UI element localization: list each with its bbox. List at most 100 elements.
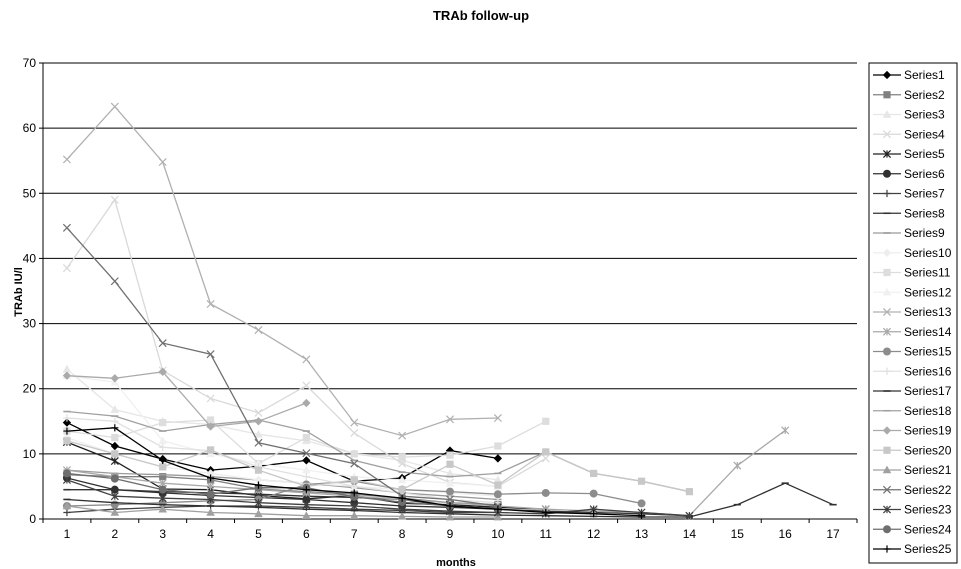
legend-item: Series11	[873, 266, 951, 280]
legend-label: Series17	[904, 384, 952, 398]
legend-marker	[882, 465, 892, 474]
series-line	[66, 417, 498, 504]
data-point	[398, 494, 406, 502]
data-point	[158, 504, 167, 513]
data-point	[493, 414, 502, 423]
legend-marker	[883, 91, 891, 99]
legend-marker	[882, 287, 892, 296]
series-20	[63, 437, 694, 496]
data-point	[398, 486, 406, 494]
data-point	[254, 466, 263, 474]
legend: Series1 Series2 Series3 Series4 Series5 Serie…	[868, 62, 958, 564]
data-point	[398, 431, 407, 440]
series-layer	[62, 102, 837, 521]
data-point	[158, 485, 167, 494]
legend-label: Series18	[904, 404, 952, 418]
data-point	[254, 417, 263, 426]
data-point	[733, 461, 742, 470]
data-point	[62, 418, 72, 427]
x-tick-label: 16	[778, 527, 792, 541]
legend-item: Series17	[873, 384, 952, 398]
data-point	[590, 510, 598, 518]
legend-marker	[882, 327, 892, 336]
data-point	[159, 456, 167, 464]
data-point	[254, 408, 263, 417]
legend-label: Series2	[904, 88, 945, 102]
data-point	[62, 264, 71, 273]
y-axis-title: TRAb IU/l	[13, 267, 25, 317]
data-point	[542, 417, 550, 425]
legend-marker	[882, 505, 892, 514]
legend-label: Series13	[904, 305, 952, 319]
data-point	[397, 511, 407, 520]
legend-label: Series5	[904, 147, 945, 161]
data-point	[637, 477, 646, 485]
data-point	[493, 512, 503, 521]
data-point	[302, 500, 311, 509]
legend-label: Series15	[904, 345, 952, 359]
x-tick-label: 17	[826, 527, 840, 541]
legend-label: Series22	[904, 483, 952, 497]
data-point	[302, 433, 310, 442]
legend-label: Series7	[904, 187, 945, 201]
legend-label: Series8	[904, 206, 945, 220]
x-tick-label: 15	[731, 527, 745, 541]
legend-marker	[883, 189, 891, 198]
legend-label: Series6	[904, 167, 945, 181]
data-point	[302, 381, 311, 390]
legend-label: Series1	[904, 68, 945, 82]
data-point	[206, 474, 215, 482]
data-point	[111, 433, 119, 442]
x-tick-label: 12	[587, 527, 601, 541]
y-tick-label: 60	[23, 121, 37, 135]
legend-item: Series8	[873, 206, 945, 220]
data-point	[493, 454, 503, 463]
data-point	[206, 422, 215, 431]
legend-label: Series20	[904, 443, 952, 457]
data-point	[206, 508, 215, 516]
legend-item: Series6	[873, 167, 945, 181]
data-point	[685, 511, 694, 520]
legend-label: Series9	[904, 226, 945, 240]
data-point	[350, 482, 358, 491]
data-point	[685, 488, 694, 496]
series-line	[66, 440, 690, 493]
legend-item: Series7	[873, 187, 945, 201]
legend-item: Series9	[873, 226, 945, 240]
x-axis-title: months	[436, 557, 476, 569]
legend-item: Series20	[873, 443, 952, 457]
data-point	[254, 429, 263, 438]
data-point	[350, 450, 358, 458]
legend-item: Series16	[873, 364, 952, 378]
data-point	[302, 473, 310, 481]
data-point	[254, 438, 263, 447]
x-tick-label: 9	[447, 527, 454, 541]
legend-item: Series21	[873, 463, 952, 477]
data-point	[254, 498, 263, 507]
legend-item: Series23	[873, 503, 952, 517]
x-tick-label: 2	[111, 527, 118, 541]
data-point	[110, 492, 119, 501]
legend-marker	[882, 485, 892, 494]
data-point	[542, 508, 550, 517]
data-point	[206, 416, 215, 424]
legend-marker	[883, 446, 891, 454]
data-point	[446, 460, 454, 468]
legend-item: Series14	[873, 325, 952, 339]
legend-marker	[883, 367, 891, 375]
data-point	[302, 486, 310, 494]
data-point	[445, 495, 455, 504]
data-point	[637, 499, 646, 508]
series-21	[62, 501, 503, 521]
legend-label: Series3	[904, 108, 945, 122]
legend-item: Series24	[873, 522, 952, 536]
data-point	[494, 481, 502, 489]
series-line	[66, 227, 498, 507]
data-point	[590, 469, 598, 478]
data-point	[62, 475, 71, 484]
y-tick-label: 0	[29, 512, 36, 526]
legend-item: Series10	[873, 246, 952, 260]
x-tick-label: 10	[491, 527, 505, 541]
data-point	[254, 509, 263, 518]
